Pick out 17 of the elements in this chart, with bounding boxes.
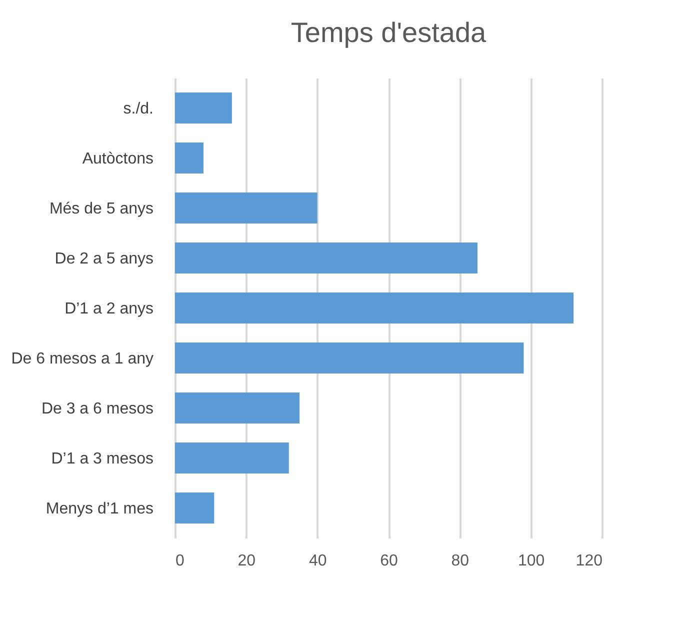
x-tick-label: 40 [308, 552, 327, 570]
x-tick-label: 100 [518, 552, 545, 570]
x-tick-label: 0 [176, 552, 184, 570]
y-tick-label: Més de 5 anys [49, 200, 154, 218]
y-tick-label: De 6 mesos a 1 any [11, 350, 154, 368]
chart-title: Temps d'estada [290, 17, 487, 48]
x-tick-label: 80 [451, 552, 470, 570]
x-tick-label: 20 [238, 552, 256, 570]
y-tick-label: D’1 a 2 anys [64, 300, 154, 318]
y-tick-label: Menys d’1 mes [46, 500, 154, 518]
x-tick-label: 120 [576, 552, 603, 570]
x-tick-label: 60 [380, 552, 398, 570]
y-tick-label: Autòctons [82, 150, 154, 168]
y-tick-label: D’1 a 3 mesos [51, 450, 154, 468]
y-tick-label: De 2 a 5 anys [54, 250, 154, 268]
y-tick-label: De 3 a 6 mesos [41, 400, 154, 418]
y-tick-label: s./d. [123, 100, 154, 118]
